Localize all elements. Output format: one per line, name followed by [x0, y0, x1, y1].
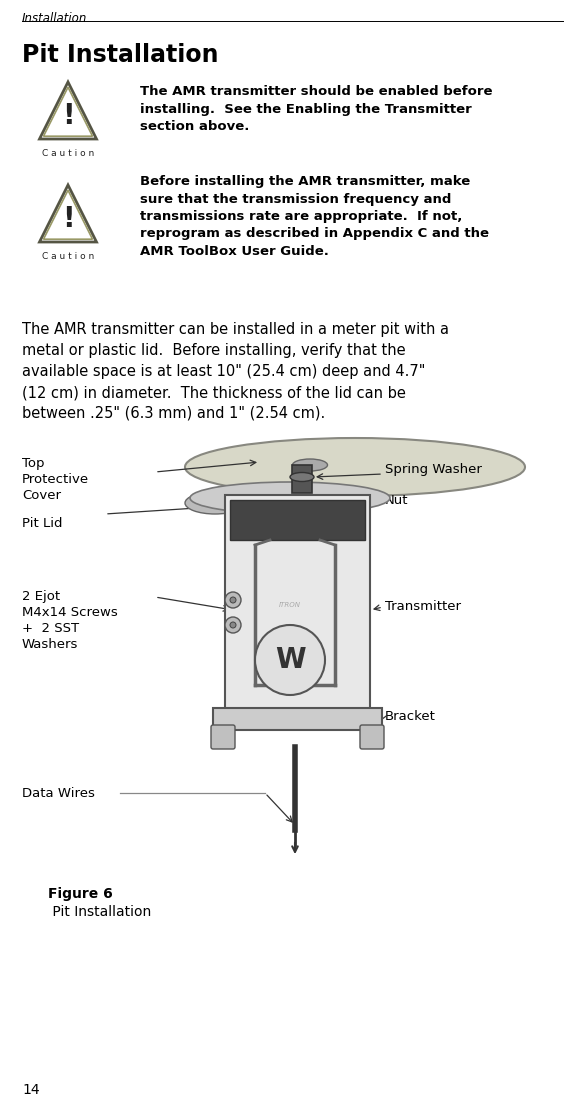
- Text: Installation: Installation: [22, 12, 87, 25]
- Circle shape: [225, 617, 241, 633]
- Polygon shape: [40, 83, 97, 139]
- Text: W: W: [275, 646, 305, 673]
- Text: Pit Installation: Pit Installation: [48, 905, 152, 919]
- Text: !: !: [61, 205, 74, 233]
- Ellipse shape: [185, 492, 245, 514]
- Text: Data Wires: Data Wires: [22, 787, 95, 799]
- Circle shape: [255, 626, 325, 695]
- Text: 14: 14: [22, 1083, 40, 1097]
- Text: The AMR transmitter should be enabled before
installing.  See the Enabling the T: The AMR transmitter should be enabled be…: [140, 85, 493, 133]
- FancyBboxPatch shape: [292, 465, 312, 493]
- Circle shape: [225, 592, 241, 608]
- Text: 2 Ejot
M4x14 Screws
+  2 SST
Washers: 2 Ejot M4x14 Screws + 2 SST Washers: [22, 590, 118, 651]
- Circle shape: [230, 597, 236, 603]
- Text: Spring Washer: Spring Washer: [385, 464, 482, 476]
- Text: Figure 6: Figure 6: [48, 888, 113, 901]
- Text: C a u t i o n: C a u t i o n: [42, 252, 94, 261]
- FancyBboxPatch shape: [213, 708, 382, 730]
- Text: Transmitter: Transmitter: [385, 601, 461, 613]
- Text: The AMR transmitter can be installed in a meter pit with a
metal or plastic lid.: The AMR transmitter can be installed in …: [22, 322, 449, 421]
- Text: !: !: [61, 103, 74, 130]
- FancyBboxPatch shape: [211, 725, 235, 749]
- FancyBboxPatch shape: [230, 500, 365, 540]
- Text: Bracket: Bracket: [385, 710, 436, 724]
- Text: C a u t i o n: C a u t i o n: [42, 149, 94, 158]
- Text: Pit Lid: Pit Lid: [22, 517, 63, 530]
- Text: Nut: Nut: [385, 494, 408, 507]
- FancyBboxPatch shape: [225, 495, 370, 725]
- Circle shape: [230, 622, 236, 628]
- Ellipse shape: [292, 459, 328, 471]
- Text: ITRON: ITRON: [279, 602, 301, 608]
- Polygon shape: [40, 185, 97, 242]
- Ellipse shape: [290, 473, 314, 482]
- Text: Top
Protective
Cover: Top Protective Cover: [22, 457, 89, 502]
- Text: Before installing the AMR transmitter, make
sure that the transmission frequency: Before installing the AMR transmitter, m…: [140, 175, 489, 258]
- FancyBboxPatch shape: [360, 725, 384, 749]
- Ellipse shape: [185, 438, 525, 496]
- Text: Pit Installation: Pit Installation: [22, 43, 219, 67]
- Ellipse shape: [190, 482, 390, 514]
